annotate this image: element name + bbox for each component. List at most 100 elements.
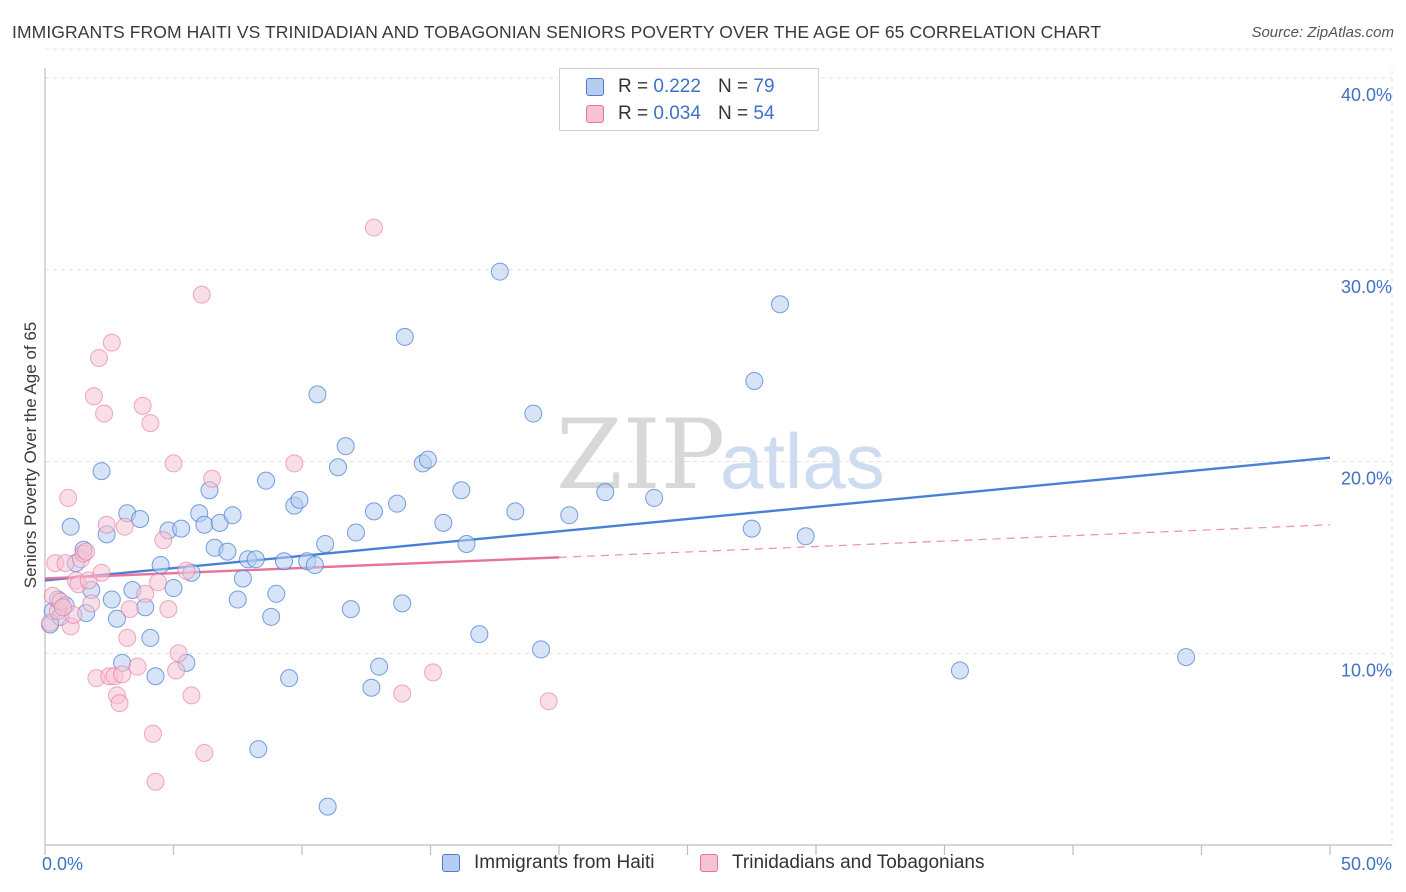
data-point-trinidad (177, 561, 196, 580)
data-point-trinidad (56, 554, 75, 573)
data-point-trinidad (84, 387, 103, 406)
data-point-haiti (218, 542, 237, 561)
data-point-haiti (275, 552, 294, 571)
legend-label-haiti: Immigrants from Haiti (474, 852, 655, 873)
data-point-trinidad (128, 657, 147, 676)
legend-swatch-haiti (586, 78, 604, 96)
data-point-trinidad (136, 584, 155, 603)
data-point-trinidad (195, 743, 214, 762)
data-point-haiti (328, 458, 347, 477)
data-point-haiti (771, 295, 790, 314)
data-point-haiti (1177, 648, 1196, 667)
data-point-trinidad (77, 542, 96, 561)
x-tick-label-min: 0.0% (42, 854, 83, 874)
data-point-haiti (364, 502, 383, 521)
data-point-haiti (452, 481, 471, 500)
data-point-haiti (318, 797, 337, 816)
data-point-haiti (257, 471, 276, 490)
watermark-zip: ZIP (556, 399, 725, 511)
legend-item-trinidad[interactable]: Trinidadians and Tobagonians (700, 852, 984, 874)
data-point-haiti (308, 385, 327, 404)
data-point-trinidad (97, 515, 116, 534)
data-point-trinidad (143, 724, 162, 743)
correlation-legend: R = 0.222 N = 79 R = 0.034 N = 54 (559, 68, 819, 131)
legend-row-haiti: R = 0.222 N = 79 (586, 75, 775, 99)
data-point-trinidad (141, 414, 160, 433)
legend-r-label: R = (618, 76, 649, 97)
data-point-haiti (560, 506, 579, 525)
data-point-haiti (470, 625, 489, 644)
data-point-trinidad (120, 600, 139, 619)
data-point-haiti (141, 628, 160, 647)
data-point-trinidad (82, 594, 101, 613)
data-point-trinidad (110, 694, 129, 713)
data-point-haiti (305, 556, 324, 575)
data-point-haiti (151, 556, 170, 575)
data-point-haiti (434, 513, 453, 532)
data-point-haiti (596, 483, 615, 502)
data-point-haiti (336, 437, 355, 456)
data-point-haiti (262, 607, 281, 626)
data-point-trinidad (393, 684, 412, 703)
x-tick-label-max: 50.0% (1341, 854, 1392, 874)
chart-title: IMMIGRANTS FROM HAITI VS TRINIDADIAN AND… (12, 22, 1102, 42)
data-point-haiti (172, 519, 191, 538)
data-point-haiti (92, 462, 111, 481)
data-point-haiti (395, 327, 414, 346)
data-point-trinidad (133, 396, 152, 415)
data-point-trinidad (89, 348, 108, 367)
data-point-trinidad (182, 686, 201, 705)
data-point-trinidad (285, 454, 304, 473)
data-point-haiti (362, 678, 381, 697)
data-point-haiti (346, 523, 365, 542)
legend-n-label: N = (718, 76, 749, 97)
data-point-trinidad (364, 218, 383, 237)
data-point-haiti (228, 590, 247, 609)
data-point-trinidad (146, 772, 165, 791)
legend-n-label: N = (718, 103, 749, 124)
data-point-haiti (745, 371, 764, 390)
series-haiti-points (41, 262, 1196, 816)
data-point-haiti (457, 534, 476, 553)
data-point-haiti (645, 488, 664, 507)
y-tick-label: 30.0% (1341, 277, 1392, 297)
data-point-trinidad (115, 517, 134, 536)
data-point-haiti (370, 657, 389, 676)
legend-swatch-haiti (442, 854, 460, 872)
y-tick-label: 40.0% (1341, 85, 1392, 105)
legend-swatch-trinidad (586, 105, 604, 123)
data-point-haiti (249, 740, 268, 759)
data-point-trinidad (95, 404, 114, 423)
data-point-haiti (290, 490, 309, 509)
data-point-trinidad (113, 665, 132, 684)
data-point-trinidad (539, 692, 558, 711)
data-point-trinidad (154, 531, 173, 550)
data-point-trinidad (169, 644, 188, 663)
data-point-haiti (233, 569, 252, 588)
data-point-haiti (102, 590, 121, 609)
data-point-trinidad (118, 628, 137, 647)
series-legend: Immigrants from Haiti Trinidadians and T… (0, 852, 1406, 876)
axes (44, 68, 1392, 855)
data-point-haiti (341, 600, 360, 619)
data-point-trinidad (149, 573, 168, 592)
data-point-trinidad (203, 469, 222, 488)
data-point-haiti (146, 667, 165, 686)
legend-r-label: R = (618, 103, 649, 124)
data-point-haiti (532, 640, 551, 659)
source-label: Source: ZipAtlas.com (1251, 24, 1394, 41)
data-point-haiti (796, 527, 815, 546)
watermark-atlas: atlas (720, 417, 885, 505)
data-point-haiti (388, 494, 407, 513)
data-point-trinidad (159, 600, 178, 619)
data-point-haiti (506, 502, 525, 521)
tick-labels: 10.0% 20.0% 30.0% 40.0% 0.0% 50.0% (42, 85, 1392, 874)
data-point-haiti (131, 510, 150, 529)
data-point-trinidad (92, 563, 111, 582)
data-point-haiti (223, 506, 242, 525)
data-point-haiti (195, 515, 214, 534)
data-point-trinidad (167, 661, 186, 680)
data-point-haiti (742, 519, 761, 538)
legend-item-haiti[interactable]: Immigrants from Haiti (442, 852, 655, 874)
